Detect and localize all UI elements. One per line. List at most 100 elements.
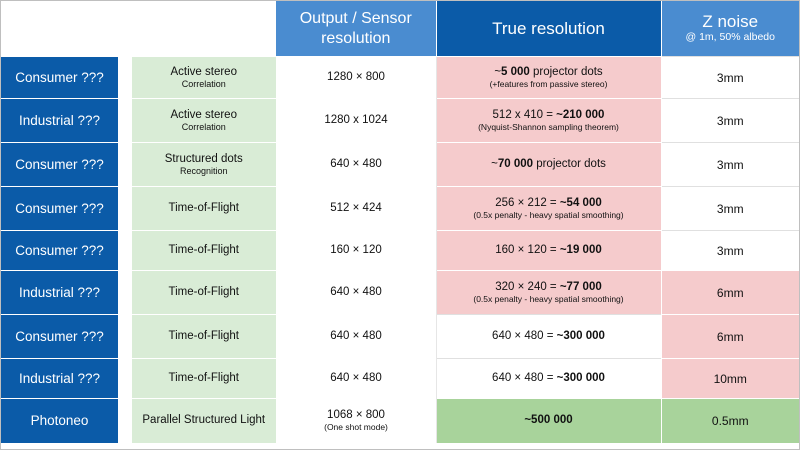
z-noise-value: 6mm (716, 285, 744, 300)
z-noise-cell: 3mm (661, 230, 799, 271)
z-noise-cell: 3mm (661, 142, 799, 187)
table-row: Photoneo Parallel Structured Light 1068 … (1, 398, 799, 443)
header-z-noise: Z noise @ 1m, 50% albedo (661, 1, 799, 57)
true-resolution-note: (+features from passive stereo) (489, 79, 608, 89)
header-true-resolution: True resolution (436, 1, 662, 57)
true-resolution-value: ~210 000 (556, 109, 605, 121)
z-noise-value: 10mm (713, 371, 747, 386)
category-cell: Consumer ??? (1, 230, 132, 271)
sensor-resolution-value: 640 × 480 (330, 330, 382, 342)
true-resolution-value: ~500 000 (524, 414, 573, 427)
true-resolution-prefix: 256 × 212 = (495, 197, 560, 209)
true-resolution-value: 70 000 (497, 158, 534, 170)
category-label: Photoneo (30, 413, 89, 429)
true-resolution-value: ~77 000 (559, 281, 602, 293)
sensor-resolution-value: 1280 x 1024 (324, 114, 388, 126)
header-z-noise-title: Z noise (702, 12, 759, 31)
true-resolution-prefix: ~ (491, 158, 498, 170)
header-blank-cell (1, 1, 276, 57)
comparison-table: Output / Sensor resolution True resoluti… (1, 1, 799, 443)
true-resolution-note: (Nyquist-Shannon sampling theorem) (478, 122, 619, 132)
table-row: Industrial ??? Active stereo Correlation… (1, 98, 799, 143)
technology-cell: Active stereo Correlation (125, 56, 277, 99)
z-noise-value: 3mm (716, 243, 744, 258)
true-resolution-cell: 320 × 240 = ~77 000 (0.5x penalty - heav… (436, 270, 662, 315)
true-resolution-suffix: projector dots (533, 158, 606, 170)
true-resolution-cell: 640 × 480 = ~300 000 (436, 314, 662, 359)
true-resolution-prefix: 512 x 410 = (492, 109, 557, 121)
true-resolution-note: (0.5x penalty - heavy spatial smoothing) (473, 294, 624, 304)
technology-cell: Time-of-Flight (125, 186, 277, 231)
z-noise-value: 3mm (716, 113, 744, 128)
technology-cell: Active stereo Correlation (125, 98, 277, 143)
true-resolution-prefix: 640 × 480 = (492, 330, 557, 342)
z-noise-value: 3mm (716, 201, 744, 216)
category-cell: Industrial ??? (1, 270, 132, 315)
sensor-resolution-cell: 1280 x 1024 (276, 98, 437, 143)
table-row: Industrial ??? Time-of-Flight 640 × 480 … (1, 270, 799, 315)
category-label: Consumer ??? (15, 201, 104, 216)
true-resolution-cell: 640 × 480 = ~300 000 (436, 358, 662, 399)
sensor-resolution-value: 640 × 480 (330, 286, 382, 298)
sensor-resolution-cell: 160 × 120 (276, 230, 437, 271)
technology-label: Time-of-Flight (168, 244, 240, 256)
category-cell: Consumer ??? (1, 186, 132, 231)
table-row: Industrial ??? Time-of-Flight 640 × 480 … (1, 358, 799, 399)
z-noise-value: 3mm (716, 157, 744, 172)
true-resolution-prefix: 320 × 240 = (495, 281, 560, 293)
technology-label: Time-of-Flight (168, 372, 240, 384)
true-resolution-value: 5 000 (501, 66, 530, 78)
true-resolution-cell: ~500 000 (436, 398, 662, 443)
true-resolution-cell: ~5 000 projector dots (+features from pa… (436, 56, 662, 99)
technology-cell: Time-of-Flight (125, 270, 277, 315)
z-noise-value: 3mm (716, 70, 744, 85)
table-row: Consumer ??? Active stereo Correlation 1… (1, 56, 799, 99)
true-resolution-suffix: projector dots (529, 66, 603, 78)
technology-cell: Time-of-Flight (125, 230, 277, 271)
sensor-resolution-value: 160 × 120 (330, 244, 382, 256)
header-z-noise-subtitle: @ 1m, 50% albedo (685, 31, 775, 43)
z-noise-value: 6mm (716, 329, 744, 344)
table-row: Consumer ??? Time-of-Flight 512 × 424 25… (1, 186, 799, 231)
category-label: Consumer ??? (15, 243, 104, 258)
sensor-resolution-value: 1280 × 800 (327, 71, 385, 83)
true-resolution-cell: 160 × 120 = ~19 000 (436, 230, 662, 271)
z-noise-cell: 0.5mm (661, 398, 799, 443)
true-resolution-prefix: ~ (494, 66, 502, 78)
category-label: Consumer ??? (15, 157, 104, 172)
table-row: Consumer ??? Structured dots Recognition… (1, 142, 799, 187)
technology-sublabel: Recognition (179, 165, 228, 176)
technology-cell: Time-of-Flight (125, 314, 277, 359)
category-cell: Industrial ??? (1, 358, 132, 399)
category-label: Industrial ??? (18, 371, 101, 386)
technology-label: Time-of-Flight (168, 202, 240, 214)
category-label: Industrial ??? (18, 113, 101, 128)
technology-cell: Structured dots Recognition (125, 142, 277, 187)
true-resolution-value: ~300 000 (556, 372, 605, 384)
technology-label: Time-of-Flight (168, 286, 240, 298)
sensor-resolution-note: (One shot mode) (324, 422, 388, 433)
true-resolution-cell: 512 x 410 = ~210 000 (Nyquist-Shannon sa… (436, 98, 662, 143)
sensor-resolution-cell: 640 × 480 (276, 142, 437, 187)
table-row: Consumer ??? Time-of-Flight 160 × 120 16… (1, 230, 799, 271)
technology-label: Parallel Structured Light (142, 414, 266, 427)
z-noise-cell: 3mm (661, 56, 799, 99)
true-resolution-note: (0.5x penalty - heavy spatial smoothing) (473, 210, 624, 220)
category-cell: Consumer ??? (1, 56, 132, 99)
technology-cell: Parallel Structured Light (125, 398, 277, 443)
sensor-resolution-value: 512 × 424 (330, 202, 382, 214)
category-label: Industrial ??? (18, 285, 101, 300)
category-cell: Consumer ??? (1, 142, 132, 187)
sensor-resolution-value: 640 × 480 (330, 158, 382, 170)
sensor-resolution-cell: 1280 × 800 (276, 56, 437, 99)
z-noise-cell: 10mm (661, 358, 799, 399)
true-resolution-prefix: 640 × 480 = (492, 372, 557, 384)
sensor-resolution-cell: 640 × 480 (276, 270, 437, 315)
sensor-resolution-value: 640 × 480 (330, 372, 382, 384)
technology-label: Active stereo (170, 65, 237, 78)
sensor-resolution-value: 1068 × 800 (327, 409, 385, 422)
z-noise-cell: 3mm (661, 186, 799, 231)
true-resolution-cell: ~70 000 projector dots (436, 142, 662, 187)
z-noise-cell: 6mm (661, 270, 799, 315)
